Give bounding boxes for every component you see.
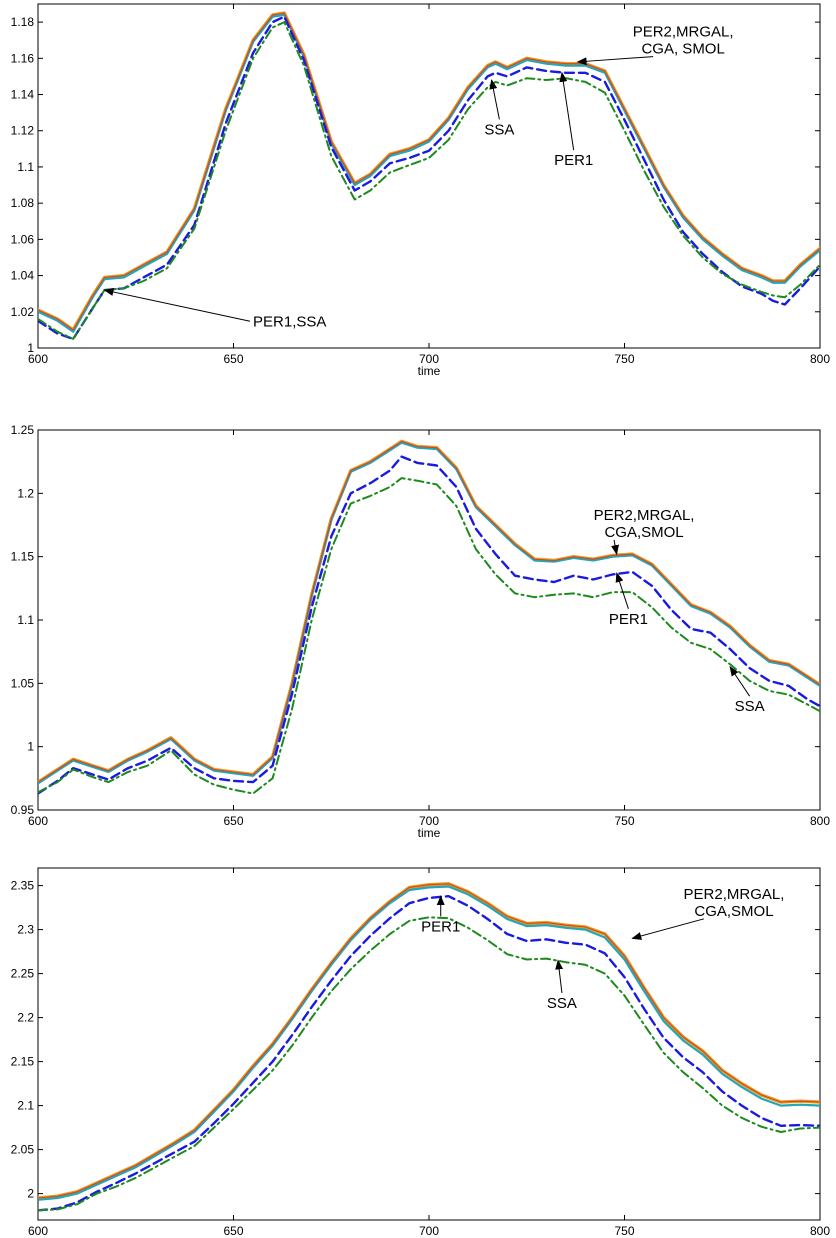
series-line-cga (38, 13, 820, 333)
y-tick-label: 1 (27, 341, 34, 355)
series-line-per1 (38, 895, 820, 1212)
annotation-label: SSA (484, 121, 514, 138)
annotation-arrow (559, 71, 575, 151)
x-tick-label: 650 (223, 1224, 243, 1238)
series-line-ssa (38, 477, 820, 795)
y-tick-label: 1.2 (17, 486, 34, 500)
y-tick-label: 0.95 (11, 803, 35, 817)
chart-panel-1: 600 650 700 750 800 1 1.02 1.04 1.06 1.08 1.1 1.12 1… (11, 3, 830, 378)
x-tick-label: 750 (614, 1224, 634, 1238)
plot-frame (37, 429, 821, 811)
annotation-label: PER1,SSA (253, 313, 326, 330)
annotation-arrow (555, 959, 564, 993)
y-tick-label: 1.04 (11, 269, 35, 283)
x-tick-label: 700 (419, 1224, 439, 1238)
y-tick-label: 2.2 (17, 1011, 34, 1025)
y-tick-label: 1.18 (11, 15, 35, 29)
x-tick-label: 750 (614, 814, 634, 828)
x-axis-label: time (418, 364, 441, 378)
annotation-label: PER1 (421, 918, 460, 935)
x-tick-label: 600 (28, 814, 48, 828)
y-tick-label: 1.25 (11, 423, 35, 437)
series-line-per1 (38, 455, 820, 795)
y-tick-label: 1.06 (11, 232, 35, 246)
y-tick-label: 2.05 (11, 1143, 35, 1157)
annotation-label: PER1 (554, 152, 593, 169)
x-tick-label: 800 (810, 814, 830, 828)
x-axis-label: time (418, 826, 441, 840)
x-tick-label: 700 (419, 814, 439, 828)
y-tick-label: 1.15 (11, 550, 35, 564)
series-line-per1 (38, 15, 820, 341)
annotation-label: PER2,MRGAL, CGA,SMOL (594, 507, 695, 541)
annotation-arrow (576, 56, 654, 66)
series-line-ssa (38, 21, 820, 340)
annotation-arrow (103, 288, 251, 322)
series-line-smol (38, 440, 820, 783)
series-line-smol (38, 883, 820, 1199)
x-axis-label: time (418, 1236, 441, 1238)
y-tick-label: 1 (27, 740, 34, 754)
x-tick-label: 650 (223, 352, 243, 366)
annotation-label: PER1 (609, 611, 648, 628)
chart-panel-2: 600 650 700 750 800 0.95 1 1.05 1.1 1.15 1.2 1.25 ti… (11, 423, 831, 840)
x-tick-label: 750 (614, 352, 634, 366)
x-tick-label: 600 (28, 352, 48, 366)
y-tick-label: 2.1 (17, 1099, 34, 1113)
series-line-mrgal (38, 11, 820, 332)
x-tick-label: 800 (810, 1224, 830, 1238)
y-tick-label: 2.25 (11, 967, 35, 981)
x-tick-label: 800 (810, 352, 830, 366)
y-tick-label: 2.35 (11, 879, 35, 893)
series-line-cga (38, 885, 820, 1201)
x-tick-label: 650 (223, 814, 243, 828)
y-tick-label: 1.12 (11, 124, 35, 138)
y-tick-label: 1.16 (11, 51, 35, 65)
annotation-label: PER2,MRGAL, CGA, SMOL (633, 24, 734, 58)
series-line-smol (38, 12, 820, 331)
annotation-label: SSA (547, 995, 577, 1012)
x-tick-label: 600 (28, 1224, 48, 1238)
annotation-label: SSA (735, 698, 765, 715)
annotation-label: PER2,MRGAL, CGA,SMOL (684, 886, 785, 920)
y-tick-label: 2.3 (17, 923, 34, 937)
x-tick-label: 700 (419, 352, 439, 366)
y-tick-label: 1.02 (11, 305, 35, 319)
y-tick-label: 1.14 (11, 88, 35, 102)
chart-panel-3: 600 650 700 750 800 2 2.05 2.1 2.15 2.2 2.25 2.3 2.3… (11, 867, 830, 1238)
annotation-arrow (729, 666, 751, 697)
y-tick-label: 2.15 (11, 1055, 35, 1069)
y-tick-label: 2 (27, 1187, 34, 1201)
annotation-arrow (631, 918, 705, 940)
y-tick-label: 1.05 (11, 676, 35, 690)
y-tick-label: 1.1 (17, 613, 34, 627)
y-tick-label: 1.08 (11, 196, 35, 210)
annotation-arrow (489, 79, 500, 120)
series-line-cga (38, 441, 820, 785)
y-tick-label: 1.1 (17, 160, 34, 174)
series-line-ssa (38, 916, 820, 1212)
annotation-arrow (615, 572, 629, 609)
annotation-arrow (611, 539, 619, 556)
